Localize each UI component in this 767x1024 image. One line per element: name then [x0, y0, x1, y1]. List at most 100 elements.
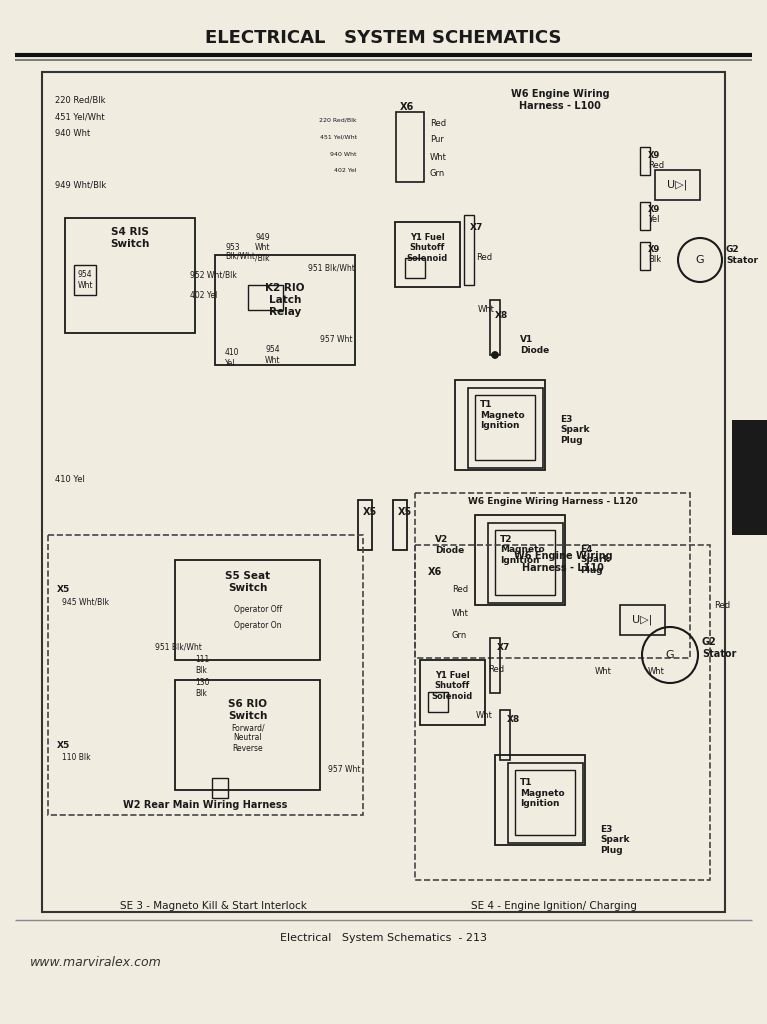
Text: 410
Yel: 410 Yel: [225, 348, 239, 368]
Bar: [420, 660, 485, 725]
Bar: [393, 500, 407, 550]
Text: X5: X5: [398, 507, 412, 517]
Bar: [655, 170, 700, 200]
Text: G2
Stator: G2 Stator: [702, 637, 736, 658]
Text: W6 Engine Wiring
Harness - L100: W6 Engine Wiring Harness - L100: [511, 89, 609, 111]
Bar: [428, 692, 448, 712]
Text: X6: X6: [400, 102, 414, 112]
Bar: [215, 255, 355, 365]
Text: U▷|: U▷|: [667, 180, 687, 190]
Bar: [405, 258, 425, 278]
Bar: [248, 285, 283, 310]
Text: E3
Spark
Plug: E3 Spark Plug: [600, 825, 630, 855]
Text: 451 Yel/Wht: 451 Yel/Wht: [320, 134, 357, 139]
Text: 954
Wht: 954 Wht: [77, 270, 93, 290]
Text: Grn: Grn: [452, 632, 467, 640]
Text: X9: X9: [648, 206, 660, 214]
Text: X7: X7: [497, 643, 510, 652]
Text: 957 Wht: 957 Wht: [328, 766, 360, 774]
Bar: [175, 560, 320, 660]
Bar: [732, 420, 767, 535]
Text: 949
Wht
/Blk: 949 Wht /Blk: [255, 233, 271, 263]
Circle shape: [492, 352, 498, 358]
Text: T2
Magneto
Ignition: T2 Magneto Ignition: [500, 536, 545, 565]
Bar: [48, 535, 363, 815]
Text: Forward/
Neutral
Reverse: Forward/ Neutral Reverse: [231, 723, 265, 753]
Bar: [42, 72, 725, 912]
Bar: [415, 493, 690, 658]
Bar: [396, 112, 424, 182]
Bar: [468, 388, 543, 468]
Text: Red: Red: [714, 601, 730, 610]
Bar: [495, 755, 585, 845]
Text: 451 Yel/Wht: 451 Yel/Wht: [55, 113, 104, 122]
Text: 945 Wht/Blk: 945 Wht/Blk: [62, 597, 109, 606]
Bar: [464, 215, 474, 285]
Text: SE 3 - Magneto Kill & Start Interlock: SE 3 - Magneto Kill & Start Interlock: [120, 901, 307, 911]
Text: X9: X9: [648, 151, 660, 160]
Text: 940 Wht: 940 Wht: [55, 129, 91, 138]
Text: Blk: Blk: [648, 256, 661, 264]
Text: 952 Wht/Blk: 952 Wht/Blk: [190, 270, 237, 280]
Bar: [475, 395, 535, 460]
Text: Yel: Yel: [648, 215, 660, 224]
Text: X8: X8: [495, 310, 509, 319]
Text: 957 Wht: 957 Wht: [320, 336, 353, 344]
Text: Y1 Fuel
Shutoff
Solenoid: Y1 Fuel Shutoff Solenoid: [407, 233, 448, 263]
Text: Wht: Wht: [648, 668, 665, 677]
Text: E4
Spark
Plug: E4 Spark Plug: [580, 545, 610, 574]
Text: G2
Stator: G2 Stator: [726, 246, 758, 264]
Text: X5: X5: [57, 740, 71, 750]
Text: 953: 953: [225, 244, 239, 253]
Text: Red: Red: [430, 119, 446, 128]
Text: www.marviralex.com: www.marviralex.com: [30, 955, 162, 969]
Text: W6 Engine Wiring Harness - L120: W6 Engine Wiring Harness - L120: [468, 498, 638, 507]
Text: Wht: Wht: [478, 305, 495, 314]
Text: W2 Rear Main Wiring Harness: W2 Rear Main Wiring Harness: [123, 800, 287, 810]
Bar: [475, 515, 565, 605]
Text: X5: X5: [57, 586, 71, 595]
Text: U▷|: U▷|: [632, 614, 652, 626]
Text: 951 Blk/Wht: 951 Blk/Wht: [155, 642, 202, 651]
Bar: [500, 710, 510, 760]
Text: Grn: Grn: [430, 170, 446, 178]
Text: G: G: [696, 255, 704, 265]
Text: Wht: Wht: [430, 153, 447, 162]
Bar: [515, 770, 575, 835]
Text: Red: Red: [476, 254, 492, 262]
Text: 954
Wht: 954 Wht: [265, 345, 281, 365]
Bar: [640, 242, 650, 270]
Text: Pur: Pur: [430, 135, 444, 144]
Bar: [508, 763, 583, 843]
Text: G: G: [666, 650, 674, 660]
Text: 940 Wht: 940 Wht: [331, 152, 357, 157]
Text: Wht: Wht: [476, 711, 493, 720]
Bar: [175, 680, 320, 790]
Text: 220 Red/Blk: 220 Red/Blk: [55, 95, 106, 104]
Text: 110 Blk: 110 Blk: [62, 753, 91, 762]
Text: Operator Off: Operator Off: [234, 604, 282, 613]
Text: X9: X9: [648, 246, 660, 255]
Text: 220 Red/Blk: 220 Red/Blk: [319, 118, 357, 123]
Circle shape: [492, 352, 498, 358]
Bar: [495, 530, 555, 595]
Text: Operator On: Operator On: [234, 622, 281, 631]
Text: Wht: Wht: [595, 668, 612, 677]
Text: S6 RIO
Switch: S6 RIO Switch: [229, 699, 268, 721]
Bar: [415, 545, 710, 880]
Text: T1
Magneto
Ignition: T1 Magneto Ignition: [480, 400, 525, 430]
Text: 111
Blk: 111 Blk: [195, 655, 209, 675]
Text: Blk/Wht: Blk/Wht: [225, 252, 255, 260]
Text: ELECTRICAL   SYSTEM SCHEMATICS: ELECTRICAL SYSTEM SCHEMATICS: [205, 29, 561, 47]
Bar: [358, 500, 372, 550]
Text: 402 Yel: 402 Yel: [190, 291, 217, 299]
Text: Red: Red: [452, 586, 468, 595]
Text: W6 Engine Wiring
Harness - L110: W6 Engine Wiring Harness - L110: [514, 551, 612, 572]
Text: 949 Wht/Blk: 949 Wht/Blk: [55, 180, 107, 189]
Bar: [74, 265, 96, 295]
Text: T1
Magneto
Ignition: T1 Magneto Ignition: [520, 778, 565, 808]
Text: Y1 Fuel
Shutoff
Solenoid: Y1 Fuel Shutoff Solenoid: [431, 671, 472, 700]
Text: Electrical   System Schematics  - 213: Electrical System Schematics - 213: [279, 933, 486, 943]
Bar: [65, 218, 195, 333]
Text: V1
Diode: V1 Diode: [520, 335, 549, 354]
